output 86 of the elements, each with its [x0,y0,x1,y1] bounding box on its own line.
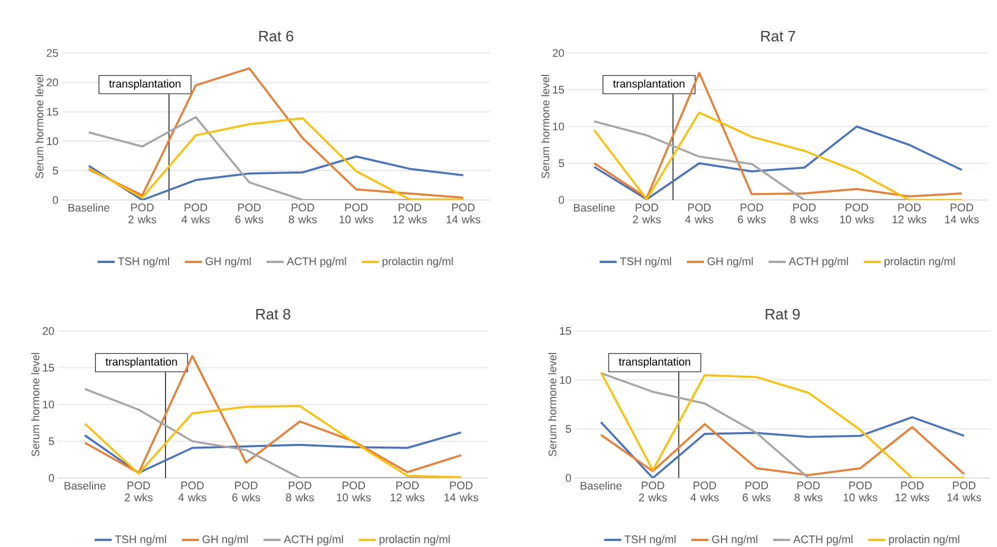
x-tick-label: POD 8 wks [288,204,317,224]
y-tick-label: 0 [558,196,564,204]
y-tick-label: 15 [43,364,54,372]
legend-label: prolactin ng/ml [889,535,960,546]
legend-label: TSH ng/ml [624,535,676,546]
y-tick-label: 10 [47,137,58,146]
legend-label: TSH ng/ml [118,257,170,268]
chart-title: Rat 8 [256,308,290,320]
x-tick-label: POD 8 wks [790,204,818,224]
x-tick-label: POD 2 wks [124,482,153,502]
y-tick-label: 10 [560,376,572,384]
x-tick-label: POD 4 wks [178,482,206,502]
y-tick-label: 20 [42,327,54,335]
y-tick-label: 5 [566,425,571,433]
legend-label: prolactin ng/ml [884,257,955,268]
y-tick-label: 5 [558,159,564,168]
x-tick-label: POD 10 wks [844,482,878,502]
x-tick-label: POD 10 wks [840,204,874,224]
x-tick-label: POD 12 wks [892,204,926,224]
legend-label: ACTH pg/ml [286,257,346,268]
y-tick-label: 20 [552,49,564,57]
line-series [593,72,963,199]
x-tick-label: POD 10 wks [337,482,371,502]
x-tick-label: POD 14 wks [446,204,480,224]
chart-title: Rat 7 [761,31,796,42]
legend-label: prolactin ng/ml [382,257,453,268]
x-tick-label: POD 6 wks [232,482,260,502]
x-tick-label: Baseline [68,204,110,212]
x-tick-label: POD 8 wks [286,482,314,502]
x-tick-label: POD 12 wks [390,482,424,502]
y-tick-label: 15 [560,327,571,335]
x-tick-label: POD 6 wks [742,482,771,502]
y-tick-label: 5 [48,437,54,446]
x-tick-label: POD 14 wks [444,482,478,502]
x-tick-label: POD 12 wks [896,482,930,502]
y-axis-title: Serum hormone level [548,352,556,456]
x-tick-label: POD 4 wks [690,482,719,502]
legend-label: ACTH pg/ml [284,535,343,546]
x-tick-label: POD 14 wks [947,482,982,502]
legend-label: GH ng/ml [206,257,251,268]
line-series [84,354,462,474]
legend-label: prolactin ng/ml [380,535,450,546]
x-tick-label: POD 6 wks [235,204,264,224]
annotation: transplantation [106,358,177,368]
y-tick-label: 15 [47,108,58,116]
line-series [84,431,462,474]
x-tick-label: POD 4 wks [685,204,714,224]
y-tick-label: 15 [553,86,564,94]
legend-label: TSH ng/ml [115,535,166,546]
y-axis-title: Serum hormone level [31,352,40,456]
annotation: transplantation [613,80,684,90]
y-tick-label: 20 [46,78,58,86]
y-tick-label: 10 [553,122,564,130]
x-tick-label: POD 2 wks [639,482,667,502]
line-series [88,155,464,200]
x-tick-label: POD 2 wks [128,204,156,224]
x-tick-label: POD 8 wks [794,482,822,502]
y-tick-label: 10 [43,400,54,408]
legend-label: TSH ng/ml [620,257,672,268]
x-tick-label: POD 4 wks [182,204,210,224]
y-axis-title: Serum hormone level [541,74,550,178]
y-axis-title: Serum hormone level [35,74,44,178]
legend-label: GH ng/ml [202,535,248,546]
annotation: transplantation [618,358,690,368]
x-tick-label: Baseline [64,482,106,490]
chart-title: Rat 6 [259,30,294,42]
x-tick-label: POD 12 wks [393,204,427,224]
chart-title: Rat 9 [766,308,800,320]
legend-label: GH ng/ml [712,535,758,546]
y-tick-label: 0 [566,474,572,482]
y-tick-label: 0 [52,196,58,204]
legend-label: GH ng/ml [708,257,753,268]
annotation: transplantation [109,80,180,90]
x-tick-label: Baseline [580,482,622,490]
x-tick-label: POD 2 wks [632,204,661,224]
x-tick-label: POD 6 wks [738,204,766,224]
line-series [84,404,462,478]
x-tick-label: Baseline [574,204,615,212]
y-tick-label: 0 [48,474,54,482]
y-tick-label: 25 [46,49,58,57]
legend-label: ACTH pg/ml [793,535,852,546]
y-tick-label: 5 [52,166,58,174]
legend-label: ACTH pg/ml [788,257,848,268]
x-tick-label: POD 14 wks [945,204,979,224]
line-series [88,67,464,199]
x-tick-label: POD 10 wks [340,204,374,224]
